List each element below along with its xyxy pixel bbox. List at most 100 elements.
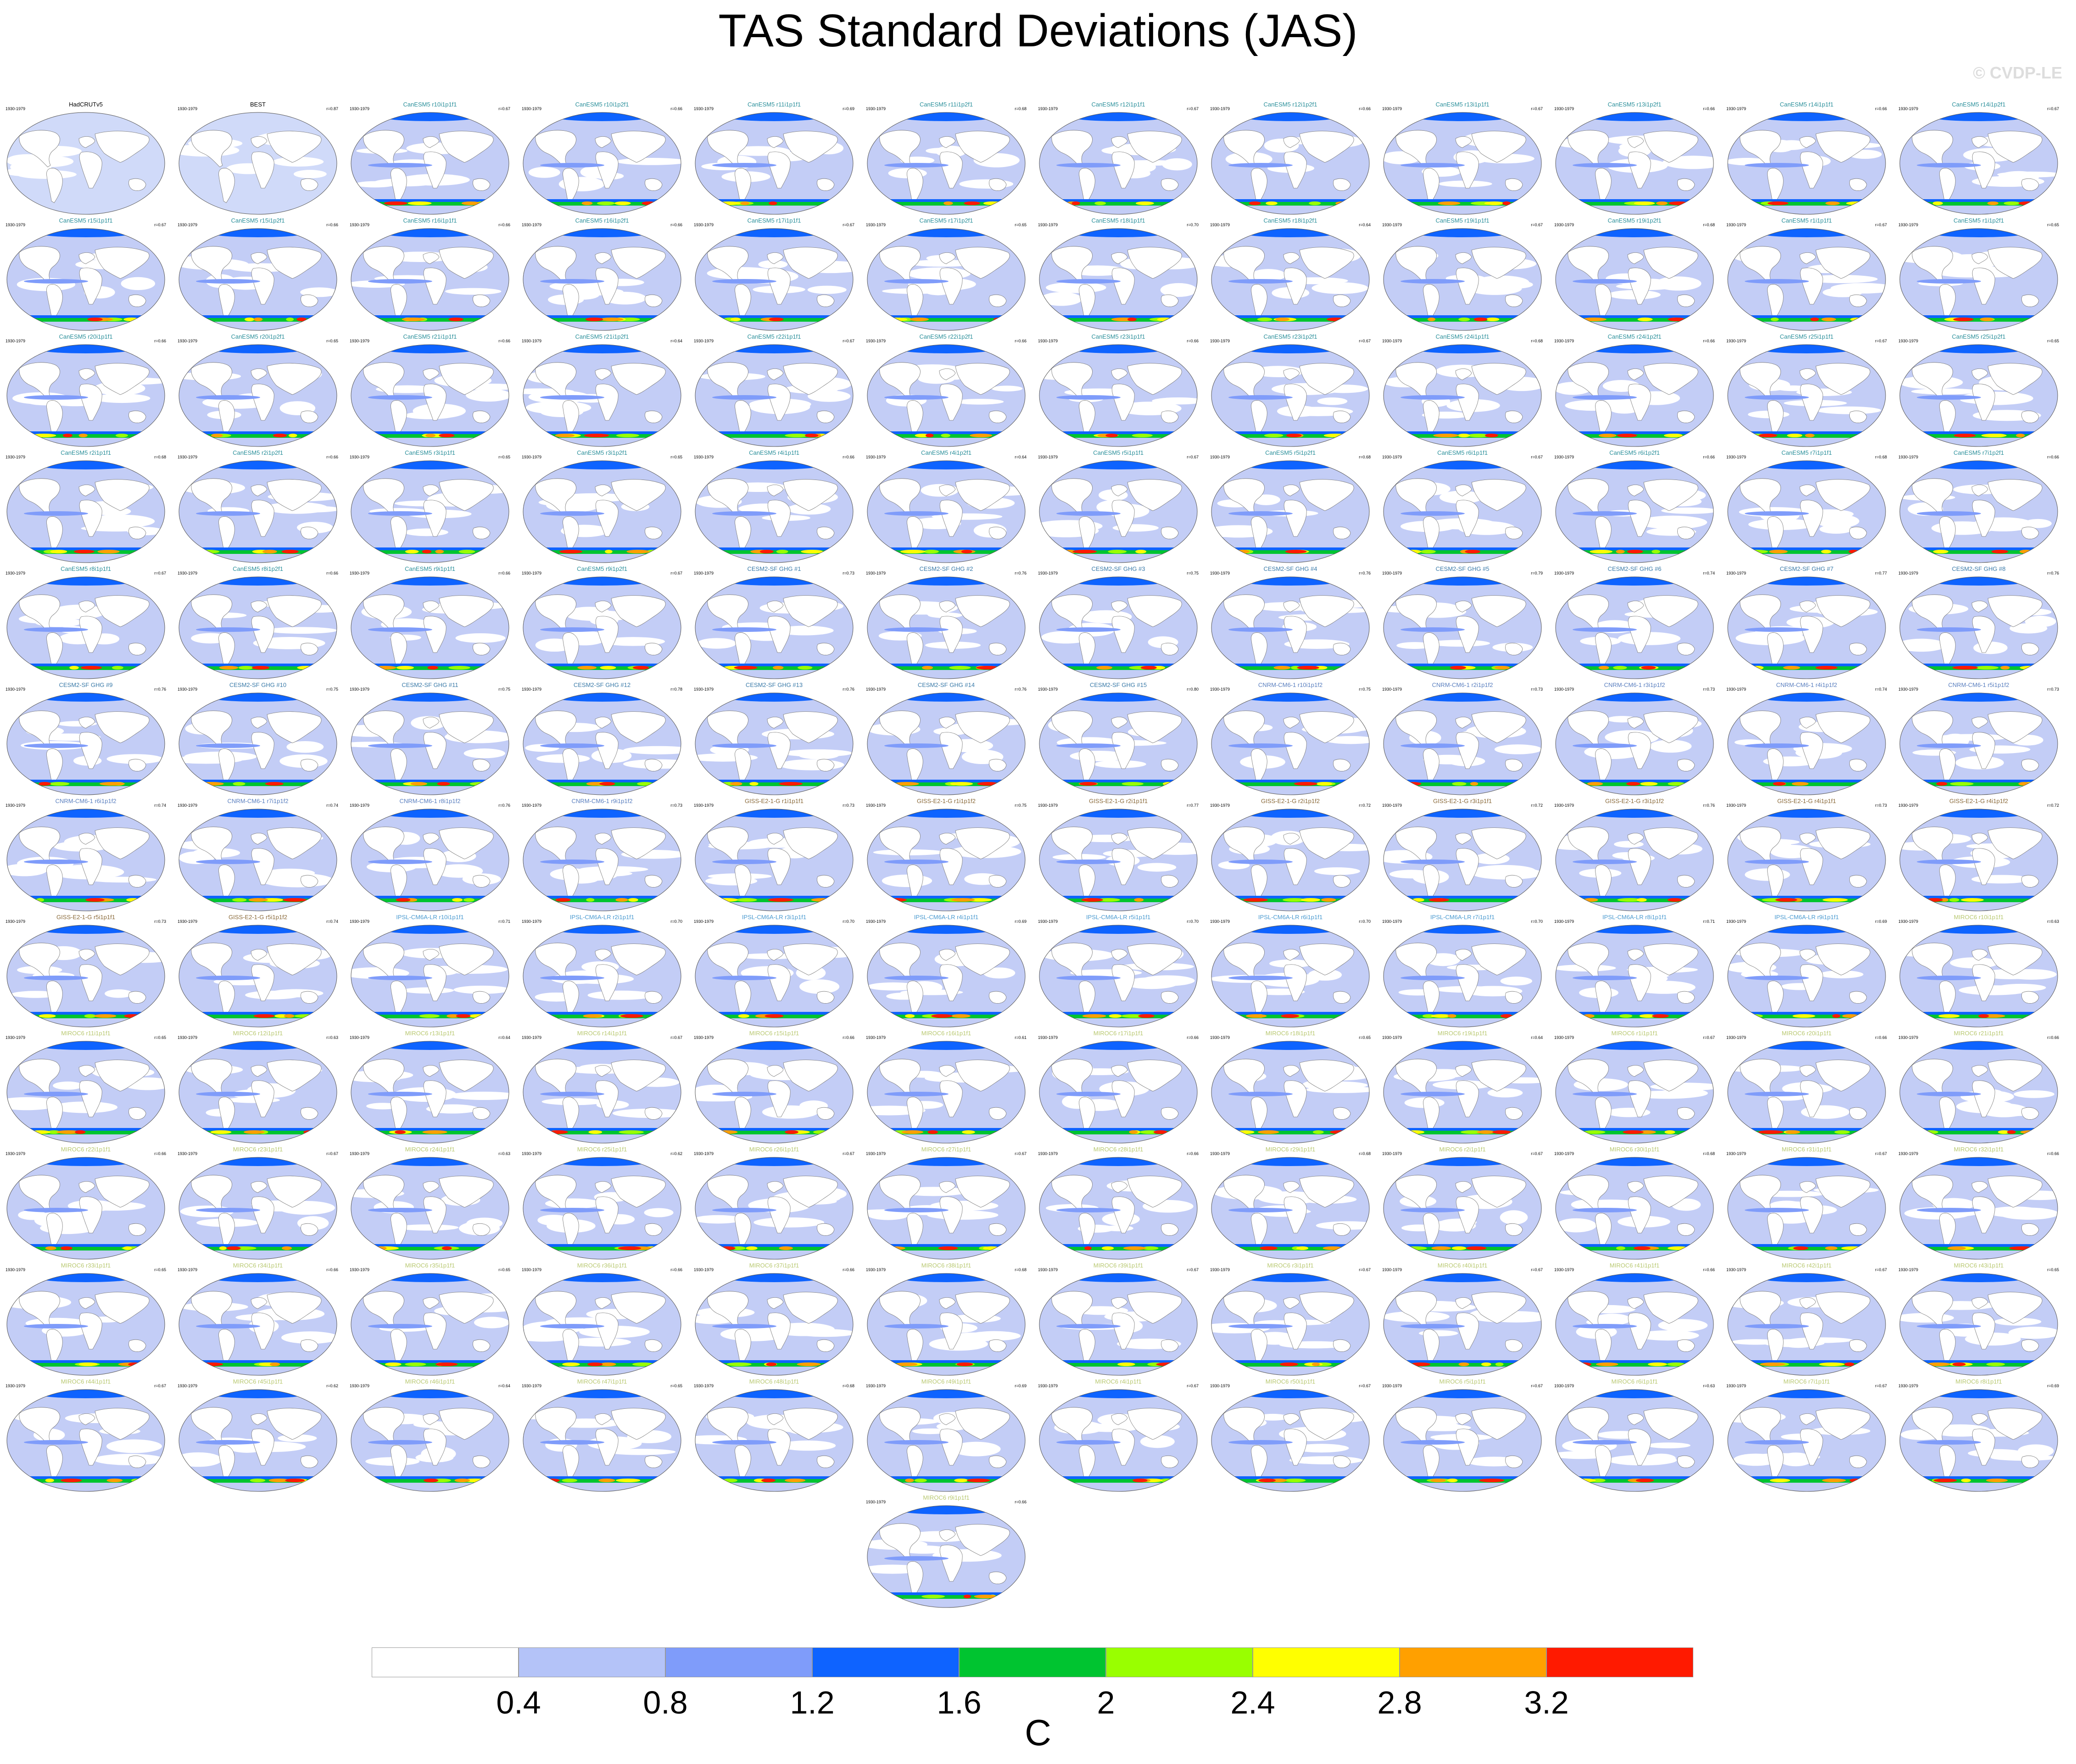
map-globe xyxy=(351,925,509,1027)
arctic-band xyxy=(1068,345,1169,353)
arctic-band xyxy=(1756,1273,1857,1282)
continent-outline xyxy=(128,178,146,191)
continent-outline xyxy=(767,368,784,380)
continent-outline xyxy=(1161,410,1179,423)
continent-outline xyxy=(939,717,956,729)
panel-period: 1930-1979 xyxy=(522,571,542,575)
southern-ocean-band xyxy=(7,1479,165,1483)
continent-outline xyxy=(879,362,921,400)
panel-period: 1930-1979 xyxy=(1210,455,1230,459)
continent-outline xyxy=(989,178,1007,191)
map-globe xyxy=(179,692,337,795)
high-variance-patch xyxy=(1135,201,1154,205)
continent-outline xyxy=(19,362,60,400)
panel-period: 1930-1979 xyxy=(178,919,198,924)
high-variance-patch xyxy=(69,666,79,670)
low-variance-band xyxy=(695,1215,743,1224)
continent-outline xyxy=(1677,991,1695,1004)
panel-period: 1930-1979 xyxy=(178,339,198,343)
continent-outline xyxy=(95,943,150,976)
high-variance-patch xyxy=(1952,1362,1966,1366)
arctic-band xyxy=(1068,229,1169,237)
continent-outline xyxy=(423,964,446,1001)
continent-outline xyxy=(1677,178,1695,191)
map-globe xyxy=(867,1389,1026,1492)
continent-outline xyxy=(1815,131,1870,163)
panel-period: 1930-1979 xyxy=(1554,1384,1574,1388)
panel-correlation: r=0.66 xyxy=(843,455,854,459)
southern-ocean-band xyxy=(1900,1363,2058,1367)
high-variance-patch xyxy=(616,434,639,437)
high-variance-patch xyxy=(1587,782,1603,786)
continent-outline xyxy=(1627,1065,1644,1077)
low-variance-band xyxy=(396,1224,459,1231)
map-panel: CanESM5 r9i1p2f1 1930-1979 r=0.67 xyxy=(522,565,682,680)
map-globe xyxy=(1039,344,1198,447)
arctic-band xyxy=(1412,693,1513,702)
high-variance-patch xyxy=(87,318,103,321)
low-variance-band xyxy=(453,985,509,994)
continent-outline xyxy=(1505,642,1523,655)
panel-correlation: r=0.67 xyxy=(2047,106,2059,111)
continent-outline xyxy=(1395,1059,1437,1096)
panel-correlation: r=0.67 xyxy=(154,223,166,227)
panel-correlation: r=0.67 xyxy=(1875,1384,1887,1388)
panel-period: 1930-1979 xyxy=(6,1035,26,1040)
high-variance-patch xyxy=(715,898,738,902)
continent-outline xyxy=(95,1176,150,1208)
panel-period: 1930-1979 xyxy=(522,803,542,808)
continent-outline xyxy=(1127,479,1182,511)
tropical-pacific-band xyxy=(1401,1440,1465,1445)
globe-outline xyxy=(1211,112,1370,215)
panel-period: 1930-1979 xyxy=(1038,106,1058,111)
continent-outline xyxy=(1051,1059,1093,1096)
map-globe xyxy=(1555,460,1714,563)
continent-outline xyxy=(1677,642,1695,655)
continent-outline xyxy=(955,479,1010,511)
continent-outline xyxy=(1161,1223,1179,1236)
high-variance-patch xyxy=(1123,1246,1146,1250)
continent-outline xyxy=(1677,294,1695,307)
continent-outline xyxy=(595,717,612,729)
continent-outline xyxy=(251,1312,274,1350)
continent-outline xyxy=(79,1312,102,1350)
panel-correlation: r=0.73 xyxy=(1703,687,1715,692)
panel-period: 1930-1979 xyxy=(1554,455,1574,459)
colorbar-swatch xyxy=(1546,1647,1693,1677)
tropical-pacific-band xyxy=(884,511,949,516)
map-panel: CanESM5 r6i1p2f1 1930-1979 r=0.66 xyxy=(1554,449,1715,564)
map-panel: MIROC6 r39i1p1f1 1930-1979 r=0.67 xyxy=(1038,1262,1199,1377)
tropical-pacific-band xyxy=(1228,627,1293,632)
arctic-band xyxy=(1412,345,1513,353)
high-variance-patch xyxy=(1450,666,1466,670)
continent-outline xyxy=(251,717,268,729)
globe-outline xyxy=(179,460,337,563)
panel-title: MIROC6 r32i1p1f1 xyxy=(1953,1146,2004,1153)
map-panel: GISS-E2-1-G r3i1p1f2 1930-1979 r=0.76 xyxy=(1554,798,1715,912)
tropical-pacific-band xyxy=(1745,1208,1809,1212)
high-variance-patch xyxy=(1617,434,1637,437)
panel-correlation: r=0.67 xyxy=(1531,455,1543,459)
high-variance-patch xyxy=(1667,898,1682,902)
tropical-pacific-band xyxy=(1056,279,1121,284)
panel-period: 1930-1979 xyxy=(866,1500,886,1504)
continent-outline xyxy=(1800,500,1823,537)
panel-title: MIROC6 r35i1p1f1 xyxy=(405,1262,455,1269)
continent-outline xyxy=(78,949,95,961)
high-variance-patch xyxy=(914,1479,927,1482)
continent-outline xyxy=(879,1059,921,1096)
continent-outline xyxy=(1912,826,1953,864)
low-variance-band xyxy=(1788,1337,1853,1343)
panel-title: CanESM5 r5i1p1f1 xyxy=(1093,449,1144,456)
panel-period: 1930-1979 xyxy=(1554,223,1574,227)
high-variance-patch xyxy=(1071,201,1080,205)
map-panel: MIROC6 r30i1p1f1 1930-1979 r=0.68 xyxy=(1554,1146,1715,1261)
map-panel: GISS-E2-1-G r2i1p1f2 1930-1979 r=0.72 xyxy=(1210,798,1371,912)
map-globe xyxy=(1899,460,2058,563)
map-globe xyxy=(1555,344,1714,447)
map-globe xyxy=(1039,925,1198,1027)
map-panel: MIROC6 r24i1p1f1 1930-1979 r=0.63 xyxy=(350,1146,510,1261)
high-variance-patch xyxy=(243,1130,265,1134)
globe-outline xyxy=(1555,925,1714,1027)
high-variance-patch xyxy=(1626,782,1641,786)
